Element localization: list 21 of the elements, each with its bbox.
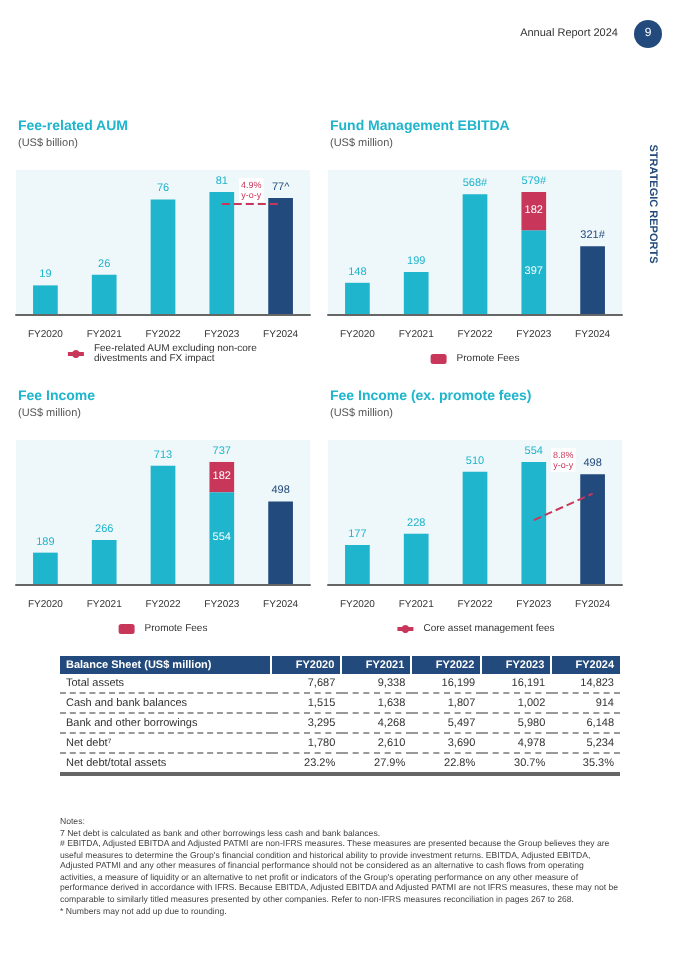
bar — [521, 461, 547, 584]
bar — [345, 282, 370, 314]
bar — [521, 191, 547, 231]
bar — [150, 199, 176, 314]
bar — [33, 285, 58, 314]
bar — [209, 492, 235, 584]
bar — [403, 533, 429, 584]
bar — [150, 465, 176, 584]
bar — [268, 501, 293, 584]
bar — [580, 474, 605, 584]
bar — [33, 552, 58, 584]
bar — [580, 246, 605, 314]
bar — [345, 545, 370, 584]
bar — [462, 194, 488, 314]
bar — [521, 230, 547, 314]
bar — [268, 197, 293, 314]
bar — [209, 191, 235, 314]
bar — [462, 471, 488, 584]
bar — [91, 274, 117, 314]
bar — [91, 539, 117, 584]
bar — [403, 272, 429, 314]
